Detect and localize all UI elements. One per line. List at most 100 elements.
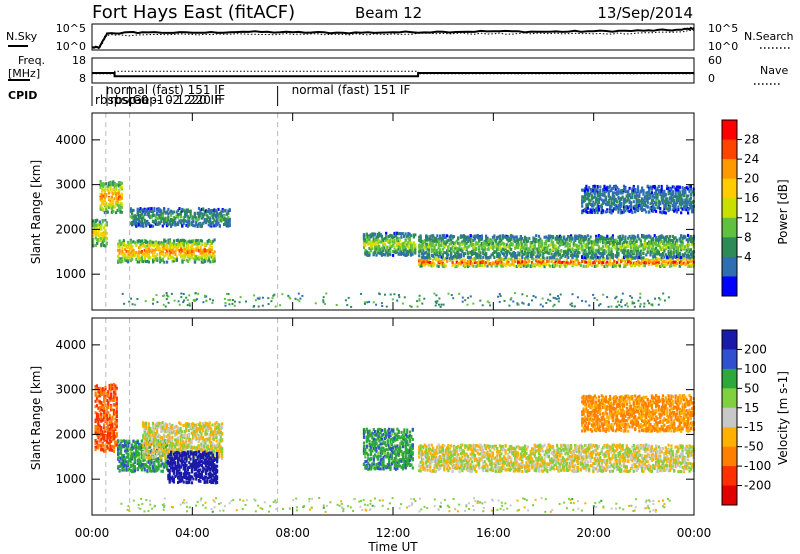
data-cell: [649, 185, 652, 189]
radar-title: Fort Hays East (fitACF): [92, 2, 295, 23]
data-cell: [575, 257, 578, 261]
data-cell: [115, 202, 118, 206]
data-cell: [132, 208, 135, 212]
data-cell: [119, 195, 122, 199]
data-cell: [171, 251, 174, 255]
data-cell: [375, 303, 378, 306]
data-cell: [189, 209, 192, 213]
data-cell: [173, 259, 176, 263]
data-cell: [418, 250, 421, 254]
data-cell: [685, 204, 688, 208]
data-cell: [163, 239, 166, 243]
data-cell: [670, 192, 673, 196]
data-cell: [674, 245, 677, 249]
data-cell: [599, 259, 602, 263]
data-cell: [164, 251, 167, 255]
data-cell: [585, 208, 588, 212]
data-cell: [673, 209, 676, 213]
data-cell: [600, 235, 603, 239]
data-cell: [195, 216, 198, 220]
data-cell: [614, 262, 617, 266]
data-cell: [190, 223, 194, 227]
data-cell: [560, 242, 563, 246]
data-cell: [147, 222, 150, 226]
data-cell: [554, 260, 557, 264]
data-cell: [407, 234, 410, 237]
data-cell: [526, 259, 529, 262]
data-cell: [652, 247, 655, 251]
data-cell: [535, 263, 538, 267]
data-cell: [372, 301, 375, 304]
data-cell: [372, 251, 375, 255]
data-cell: [471, 244, 474, 248]
data-cell: [602, 201, 605, 205]
data-cell: [126, 245, 130, 249]
data-cell: [590, 254, 594, 258]
data-cell: [446, 234, 449, 238]
data-cell: [687, 263, 690, 267]
data-cell: [102, 202, 105, 206]
data-cell: [197, 215, 201, 219]
data-cell: [519, 262, 522, 266]
data-cell: [202, 213, 205, 217]
data-cell: [385, 236, 388, 240]
data-cell: [663, 199, 666, 203]
data-cell: [681, 207, 684, 211]
data-cell: [159, 254, 162, 257]
data-cell: [667, 186, 670, 190]
data-cell: [652, 194, 655, 198]
data-cell: [367, 234, 370, 238]
data-cell: [216, 213, 219, 217]
data-cell: [689, 237, 692, 241]
data-cell: [593, 202, 596, 206]
data-cell: [440, 303, 443, 306]
data-cell: [632, 206, 635, 210]
data-cell: [585, 256, 588, 260]
data-cell: [674, 202, 677, 206]
data-cell: [450, 234, 453, 238]
data-cell: [625, 240, 628, 244]
data-cell: [631, 187, 634, 191]
data-cell: [597, 194, 600, 198]
data-cell: [588, 210, 591, 214]
data-cell: [227, 299, 230, 301]
data-cell: [535, 234, 538, 238]
data-cell: [157, 216, 160, 220]
data-cell: [581, 204, 584, 208]
data-cell: [171, 249, 174, 253]
data-cell: [145, 239, 148, 243]
data-cell: [379, 248, 382, 252]
data-cell: [482, 248, 485, 252]
data-cell: [632, 191, 635, 195]
data-cell: [638, 263, 641, 267]
data-cell: [585, 250, 588, 254]
data-cell: [200, 224, 203, 228]
data-cell: [604, 243, 607, 247]
data-cell: [459, 262, 463, 266]
data-cell: [440, 255, 443, 259]
data-cell: [392, 249, 395, 253]
data-cell: [675, 238, 679, 242]
data-cell: [645, 258, 648, 262]
data-cell: [211, 302, 214, 304]
data-cell: [374, 239, 377, 243]
data-cell: [473, 248, 476, 252]
data-cell: [622, 255, 626, 259]
data-cell: [616, 239, 619, 243]
noise-left-tick-bottom: 10^0: [56, 40, 86, 53]
data-cell: [382, 249, 385, 253]
data-cell: [433, 256, 436, 260]
data-cell: [678, 244, 681, 248]
data-cell: [592, 186, 595, 190]
data-cell: [422, 263, 425, 267]
data-cell: [579, 264, 582, 268]
data-cell: [557, 239, 560, 243]
data-cell: [368, 241, 371, 245]
data-cell: [558, 234, 561, 238]
data-cell: [207, 208, 210, 211]
data-cell: [636, 246, 640, 250]
data-cell: [656, 196, 659, 200]
data-cell: [450, 257, 453, 261]
data-cell: [671, 234, 674, 238]
data-cell: [133, 241, 137, 245]
